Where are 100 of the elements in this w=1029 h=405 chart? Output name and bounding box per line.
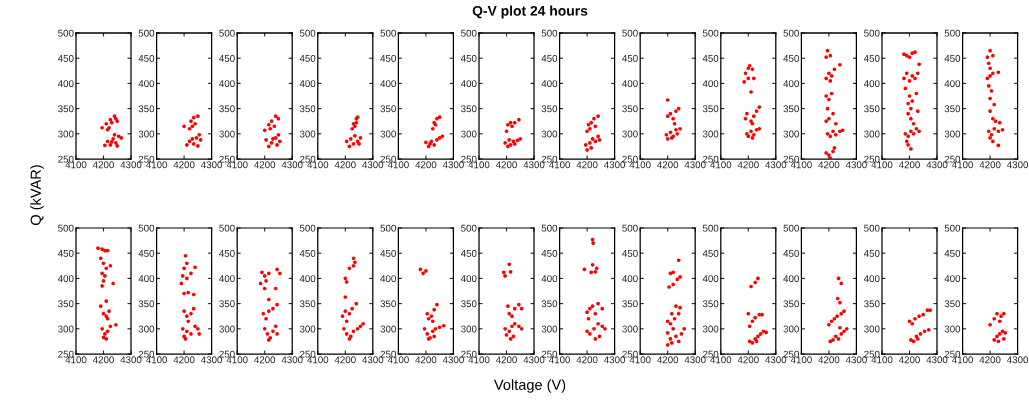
y-tick-label: 450 xyxy=(541,249,558,257)
point xyxy=(586,316,591,321)
x-tick-label: 4300 xyxy=(201,161,223,169)
y-tick-label: 400 xyxy=(460,80,477,88)
x-tick-label: 4100 xyxy=(790,356,812,364)
point xyxy=(906,143,910,147)
y-tick-label: 300 xyxy=(944,325,961,333)
point xyxy=(600,324,605,329)
point xyxy=(585,129,589,134)
point xyxy=(424,140,428,145)
x-tick-label: 4300 xyxy=(362,356,384,364)
point xyxy=(918,332,923,336)
point xyxy=(198,138,203,142)
point xyxy=(992,316,997,321)
point xyxy=(264,279,268,283)
y-tick-label: 300 xyxy=(541,130,558,138)
point xyxy=(585,310,589,315)
point xyxy=(586,122,591,127)
point xyxy=(358,324,363,329)
y-tick-label: 400 xyxy=(541,80,558,88)
point xyxy=(917,129,921,134)
point xyxy=(824,55,828,60)
y-tick-label: 400 xyxy=(863,80,880,88)
y-tick-label: 300 xyxy=(783,325,799,333)
point xyxy=(757,105,762,109)
y-tick-label: 350 xyxy=(58,300,74,308)
point xyxy=(676,339,681,344)
point xyxy=(273,324,278,329)
y-tick-label: 400 xyxy=(380,275,396,283)
y-tick-label: 250 xyxy=(622,155,638,163)
y-tick-label: 300 xyxy=(138,130,155,138)
point xyxy=(430,329,435,334)
x-tick-label: 4100 xyxy=(952,356,974,364)
point xyxy=(838,62,842,67)
point xyxy=(911,121,916,126)
y-tick-label: 450 xyxy=(783,54,799,62)
y-tick-label: 300 xyxy=(380,325,396,333)
point xyxy=(674,109,678,113)
point xyxy=(682,326,687,331)
x-tick-label: 4100 xyxy=(871,356,893,364)
point xyxy=(186,290,191,295)
y-tick-label: 300 xyxy=(219,130,235,138)
x-tick-label: 4300 xyxy=(765,356,787,364)
y-tick-label: 500 xyxy=(58,224,74,232)
y-tick-label: 450 xyxy=(138,54,155,62)
x-tick-label: 4200 xyxy=(657,161,679,169)
point xyxy=(351,329,356,334)
y-tick-label: 450 xyxy=(57,54,74,62)
x-tick-label: 4300 xyxy=(523,356,545,364)
point xyxy=(665,98,670,102)
y-tick-label: 400 xyxy=(299,80,316,88)
y-tick-label: 300 xyxy=(864,325,880,333)
point xyxy=(504,333,509,337)
point xyxy=(185,261,189,266)
point xyxy=(915,109,920,113)
x-tick-label: 4100 xyxy=(468,161,490,169)
point xyxy=(839,332,844,336)
x-axis-title: Voltage (V) xyxy=(493,379,566,393)
point xyxy=(583,143,588,147)
point xyxy=(351,256,356,261)
x-tick-label: 4100 xyxy=(65,161,87,169)
point xyxy=(104,266,109,271)
y-tick-label: 250 xyxy=(541,155,558,163)
point xyxy=(665,319,670,324)
y-tick-label: 450 xyxy=(138,249,155,257)
y-tick-label: 250 xyxy=(58,155,74,163)
point xyxy=(430,126,435,131)
y-tick-label: 300 xyxy=(380,130,396,138)
point xyxy=(266,271,271,276)
point xyxy=(433,326,438,331)
point xyxy=(189,119,193,124)
point xyxy=(504,129,509,134)
y-tick-label: 350 xyxy=(219,300,235,308)
y-tick-label: 250 xyxy=(219,155,235,163)
x-tick-label: 4200 xyxy=(737,356,759,364)
point xyxy=(266,122,271,127)
y-tick-label: 450 xyxy=(541,54,558,62)
y-tick-label: 400 xyxy=(783,275,799,283)
point xyxy=(189,332,193,336)
point xyxy=(193,265,197,270)
point xyxy=(995,311,999,316)
y-tick-label: 400 xyxy=(219,275,235,283)
y-tick-label: 400 xyxy=(541,275,558,283)
point xyxy=(844,326,849,331)
point xyxy=(351,142,356,146)
point xyxy=(432,307,436,312)
point xyxy=(182,291,186,296)
point xyxy=(508,270,513,274)
point xyxy=(996,129,1001,134)
x-tick-label: 4200 xyxy=(979,356,1001,364)
y-tick-label: 450 xyxy=(944,54,961,62)
point xyxy=(913,76,917,81)
point xyxy=(1002,337,1006,341)
point xyxy=(186,319,191,324)
point xyxy=(996,70,1001,75)
point xyxy=(995,334,999,339)
point xyxy=(674,334,678,339)
y-tick-label: 500 xyxy=(864,29,880,37)
y-tick-label: 500 xyxy=(461,29,477,37)
x-tick-label: 4200 xyxy=(334,161,356,169)
